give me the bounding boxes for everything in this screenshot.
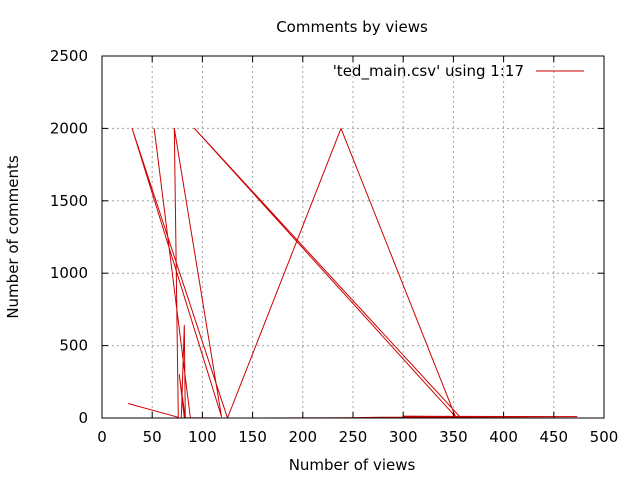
y-tick-labels: 0 500 1000 1500 2000 2500: [50, 47, 88, 427]
legend-label: 'ted_main.csv' using 1:17: [333, 62, 524, 81]
ticks: [101, 55, 605, 419]
y-tick-label: 2000: [50, 119, 88, 137]
x-tick-label: 150: [238, 428, 267, 446]
y-tick-label: 500: [59, 337, 88, 355]
x-tick-label: 500: [590, 428, 619, 446]
y-axis-label: Number of comments: [4, 155, 22, 319]
grid: [102, 56, 604, 418]
x-tick-labels: 0 50 100 150 200 250 300 350 400 450 500: [97, 428, 618, 446]
x-tick-label: 350: [439, 428, 468, 446]
legend: 'ted_main.csv' using 1:17: [333, 62, 584, 81]
y-tick-label: 0: [78, 409, 88, 427]
x-tick-label: 200: [288, 428, 317, 446]
x-tick-label: 400: [489, 428, 518, 446]
x-tick-label: 50: [143, 428, 162, 446]
x-axis-label: Number of views: [289, 456, 416, 474]
y-tick-label: 1000: [50, 264, 88, 282]
x-tick-label: 100: [188, 428, 217, 446]
y-tick-label: 1500: [50, 192, 88, 210]
y-tick-label: 2500: [50, 47, 88, 65]
x-tick-label: 0: [97, 428, 107, 446]
x-tick-label: 250: [339, 428, 368, 446]
chart-title: Comments by views: [276, 18, 428, 36]
x-tick-label: 300: [389, 428, 418, 446]
x-tick-label: 450: [539, 428, 568, 446]
